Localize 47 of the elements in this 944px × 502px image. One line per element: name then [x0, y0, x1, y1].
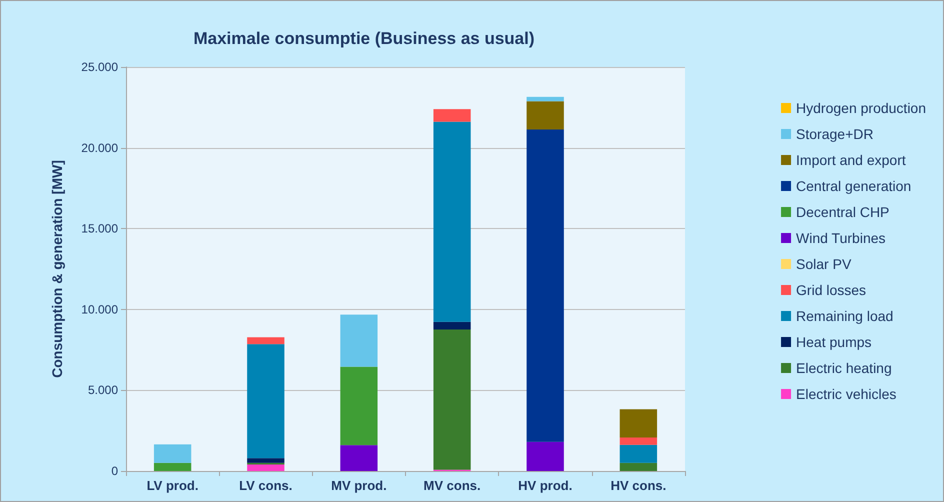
bar — [620, 409, 658, 438]
x-tick-label: MV cons. — [424, 478, 481, 493]
x-tick-label: MV prod. — [331, 478, 387, 493]
legend-label: Solar PV — [796, 256, 852, 272]
y-tick-label: 25.000 — [81, 60, 118, 74]
y-axis-title: Consumption & generation [MW] — [49, 160, 65, 378]
bar — [433, 329, 471, 470]
bar — [247, 464, 284, 471]
bar — [340, 314, 378, 367]
bar — [433, 322, 471, 330]
bar — [620, 438, 658, 445]
legend-label: Import and export — [796, 152, 906, 168]
legend-label: Heat pumps — [796, 334, 872, 350]
bar — [433, 109, 471, 122]
y-tick-label: 5.000 — [88, 383, 118, 398]
bar — [247, 458, 284, 463]
legend-label: Decentral CHP — [796, 204, 890, 220]
legend-label: Electric vehicles — [796, 386, 896, 402]
x-tick-label: LV cons. — [239, 478, 292, 493]
bar — [154, 444, 192, 463]
bar — [247, 344, 284, 458]
bar — [620, 462, 658, 471]
bar — [526, 130, 564, 442]
y-tick-label: 10.000 — [81, 302, 118, 316]
legend-label: Wind Turbines — [796, 230, 886, 246]
bar — [433, 122, 471, 322]
bar — [526, 96, 564, 102]
legend-label: Storage+DR — [796, 126, 874, 142]
bar — [154, 462, 192, 471]
bar — [340, 366, 378, 446]
bar — [620, 444, 658, 463]
legend-label: Hydrogen production — [796, 100, 926, 116]
bar — [526, 101, 564, 130]
x-tick-label: LV prod. — [146, 478, 198, 493]
legend-label: Central generation — [796, 178, 912, 194]
x-tick-label: HV cons. — [610, 478, 666, 493]
bar — [526, 442, 564, 471]
y-tick-label: 0 — [111, 464, 118, 478]
legend-label: Remaining load — [796, 308, 894, 324]
legend-label: Grid losses — [796, 282, 866, 298]
bar — [340, 445, 378, 471]
bar — [247, 337, 284, 344]
x-tick-label: HV prod. — [518, 478, 572, 493]
y-tick-label: 20.000 — [81, 140, 118, 155]
chart-title: Maximale consumptie (Business as usual) — [193, 29, 535, 48]
legend-label: Electric heating — [796, 360, 892, 376]
y-tick-label: 15.000 — [81, 222, 118, 236]
